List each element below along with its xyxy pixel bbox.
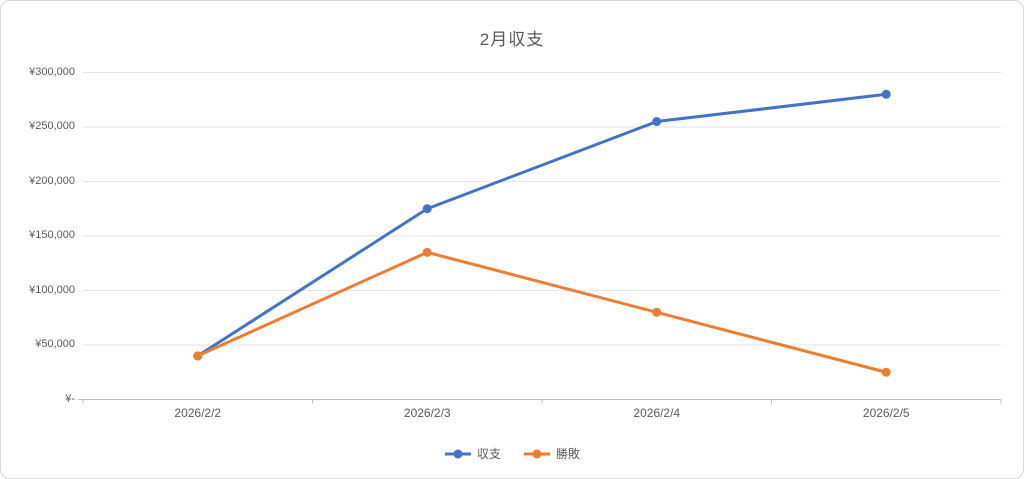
- y-axis-tick-label: ¥200,000: [29, 174, 75, 187]
- chart-title: 2月収支: [479, 30, 545, 49]
- x-axis-tick-label: 2026/2/3: [403, 406, 451, 420]
- y-axis-tick-label: ¥100,000: [29, 283, 75, 296]
- legend-marker-icon: [524, 449, 550, 458]
- legend-item-勝敗: 勝敗: [523, 445, 580, 462]
- legend-label: 収支: [476, 447, 501, 461]
- data-point-marker: [193, 351, 203, 361]
- x-axis-tick-label: 2026/2/2: [174, 406, 222, 420]
- x-axis-tick-label: 2026/2/4: [633, 406, 681, 420]
- data-point-marker: [652, 117, 662, 127]
- legend-marker-icon: [444, 449, 471, 458]
- data-point-marker: [881, 89, 891, 99]
- y-axis-tick-label: ¥250,000: [29, 120, 75, 132]
- series-line-収支: [196, 92, 888, 358]
- x-axis-tick-label: 2026/2/5: [862, 406, 910, 420]
- y-axis-tick-label: ¥50,000: [35, 338, 75, 350]
- data-point-marker: [422, 247, 432, 257]
- data-point-marker: [652, 307, 662, 317]
- data-point-marker: [881, 367, 891, 377]
- series-line-勝敗: [196, 250, 888, 374]
- data-point-marker: [422, 204, 432, 214]
- legend-label: 勝敗: [556, 447, 581, 461]
- y-axis-tick-label: ¥-: [65, 392, 75, 405]
- legend-item-収支: 収支: [444, 445, 501, 462]
- y-axis-tick-label: ¥300,000: [29, 65, 75, 78]
- y-axis-tick-label: ¥150,000: [29, 229, 75, 241]
- chart-legend: 収支 勝敗: [1, 445, 1023, 462]
